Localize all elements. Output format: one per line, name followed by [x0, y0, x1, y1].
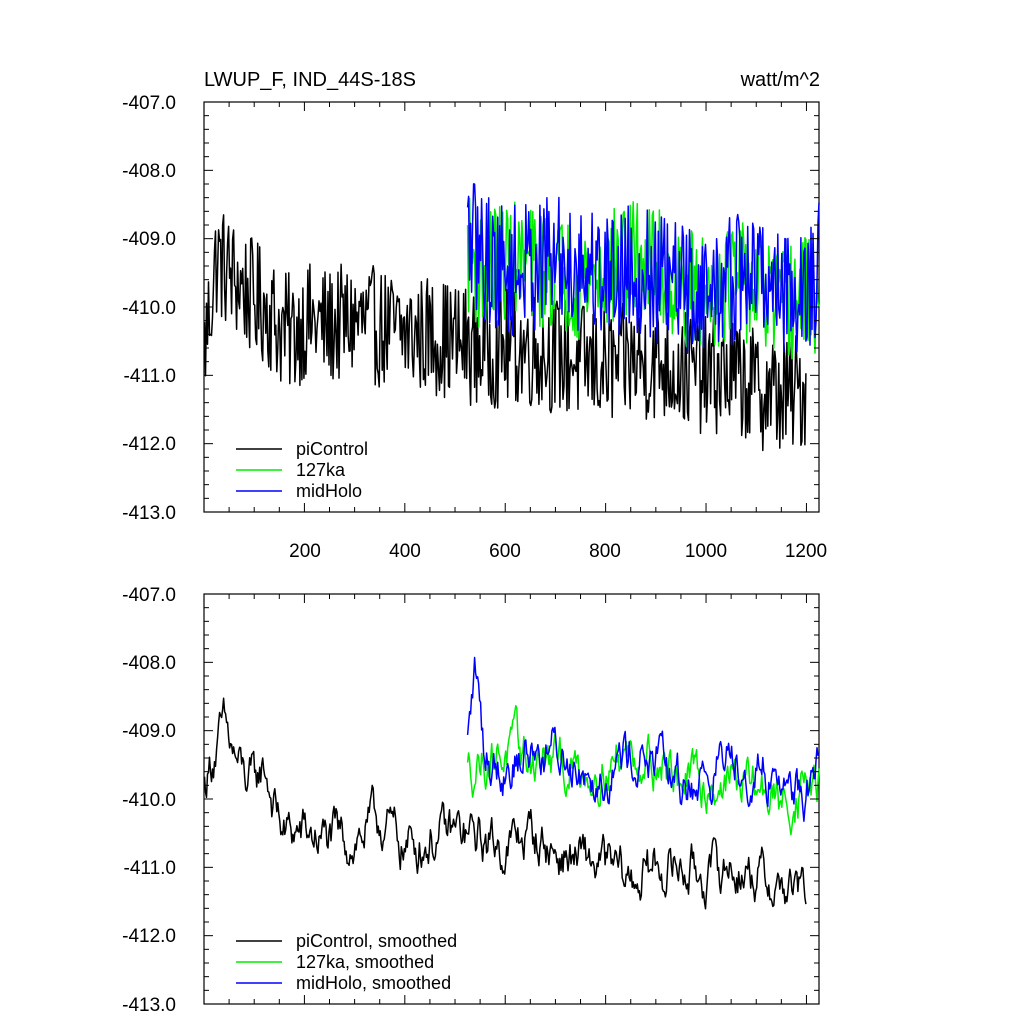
top-xtick-label: 1000 — [685, 541, 727, 562]
top-series-line-picontrol — [203, 214, 807, 452]
top-xtick-label: 600 — [489, 541, 521, 562]
top-axis-ticks — [204, 101, 819, 513]
bottom-ytick-label: -413.0 — [122, 995, 176, 1016]
bottom-legend-label-127ka: 127ka, smoothed — [296, 952, 434, 972]
bottom-ytick-label: -408.0 — [122, 653, 176, 674]
top-legend-label-picontrol: piControl — [296, 439, 368, 459]
top-panel: -407.0 -408.0 -409.0 -410.0 -411.0 -412.… — [122, 93, 827, 562]
chart-title: LWUP_F, IND_44S-18S — [204, 69, 416, 91]
bottom-ytick-label: -407.0 — [122, 585, 176, 606]
bottom-legend-label-picontrol: piControl, smoothed — [296, 931, 457, 951]
top-legend: piControl 127ka midHolo — [236, 439, 368, 501]
top-ytick-label: -413.0 — [122, 503, 176, 524]
bottom-ytick-label: -410.0 — [122, 790, 176, 811]
bottom-legend: piControl, smoothed 127ka, smoothed midH… — [236, 931, 457, 993]
bottom-series-line-picontrol-smoothed — [203, 697, 807, 910]
top-x-tick-labels: 200 400 600 800 1000 1200 — [289, 541, 827, 562]
bottom-axis-ticks — [204, 593, 819, 1005]
top-xtick-label: 200 — [289, 541, 321, 562]
top-ytick-label: -412.0 — [122, 434, 176, 455]
units-label: watt/m^2 — [740, 69, 820, 91]
bottom-ytick-label: -412.0 — [122, 926, 176, 947]
bottom-y-tick-labels: -407.0 -408.0 -409.0 -410.0 -411.0 -412.… — [122, 585, 176, 1016]
top-ytick-label: -409.0 — [122, 229, 176, 250]
top-xtick-label: 800 — [589, 541, 621, 562]
top-ytick-label: -408.0 — [122, 161, 176, 182]
bottom-ytick-label: -411.0 — [124, 858, 176, 879]
bottom-panel: -407.0 -408.0 -409.0 -410.0 -411.0 -412.… — [122, 585, 820, 1016]
bottom-series-lines — [203, 656, 820, 910]
bottom-legend-label-midholo: midHolo, smoothed — [296, 973, 451, 993]
top-xtick-label: 1200 — [785, 541, 827, 562]
top-ytick-label: -407.0 — [122, 93, 176, 114]
top-ytick-label: -410.0 — [122, 298, 176, 319]
top-legend-label-127ka: 127ka — [296, 460, 346, 480]
top-series-lines — [203, 183, 820, 452]
bottom-ytick-label: -409.0 — [122, 721, 176, 742]
top-series-line-midholo — [466, 183, 820, 354]
top-xtick-label: 400 — [389, 541, 421, 562]
bottom-series-line-midholo-smoothed — [466, 656, 820, 822]
top-y-tick-labels: -407.0 -408.0 -409.0 -410.0 -411.0 -412.… — [122, 93, 176, 524]
top-legend-label-midholo: midHolo — [296, 481, 362, 501]
bottom-series-line-127ka-smoothed — [466, 705, 820, 836]
top-ytick-label: -411.0 — [124, 366, 176, 387]
